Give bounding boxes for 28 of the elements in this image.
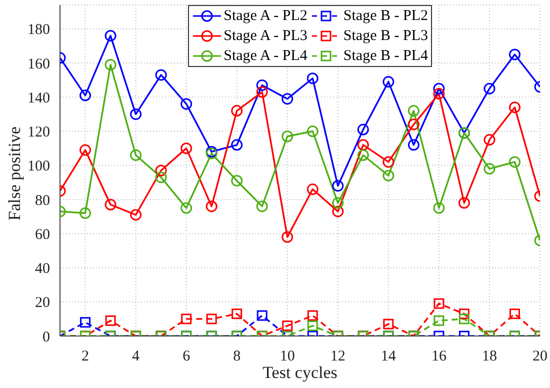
x-tick-label: 20 [532,348,548,365]
y-tick-label: 80 [35,192,50,209]
y-tick-label: 100 [28,158,50,175]
y-tick-label: 60 [35,226,50,243]
y-tick-label: 160 [28,56,50,72]
legend-label: Stage A - PL2 [224,7,308,26]
y-tick-label: 180 [28,22,50,38]
y-tick-label: 0 [42,329,50,346]
legend-label: Stage A - PL3 [224,27,308,46]
y-tick-label: 40 [35,261,50,278]
y-tick-label: 20 [35,295,50,312]
y-axis-title: False positive [5,126,24,220]
x-tick-label: 8 [233,348,241,365]
x-tick-label: 2 [82,348,90,365]
x-tick-label: 4 [132,348,140,365]
legend-label: Stage B - PL4 [343,47,428,66]
y-tick-label: 120 [28,124,50,141]
y-tick-label: 140 [28,90,50,106]
x-tick-label: 14 [380,348,396,365]
x-tick-label: 6 [182,348,191,365]
legend-label: Stage A - PL4 [224,47,308,66]
x-tick-label: 18 [482,348,497,365]
legend-label: Stage B - PL2 [343,7,428,26]
x-axis-title: Test cycles [262,363,338,382]
legend-label: Stage B - PL3 [343,27,428,46]
x-tick-label: 12 [330,348,346,365]
x-tick-label: 16 [431,348,447,365]
x-tick-label: 10 [280,348,295,365]
